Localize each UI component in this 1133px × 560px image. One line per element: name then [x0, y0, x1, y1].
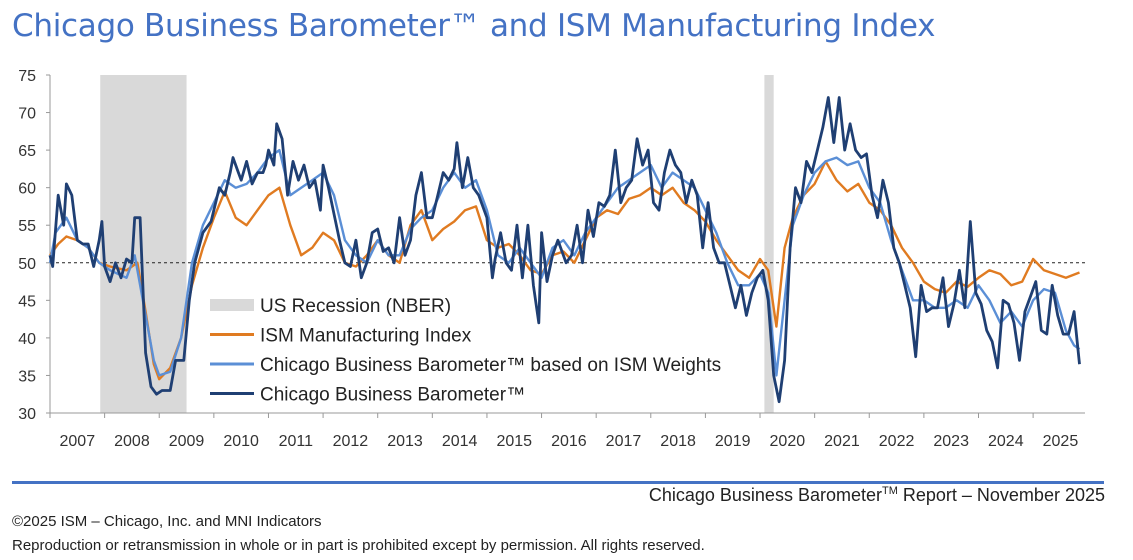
- series-line-cbb: [48, 96, 1081, 404]
- footer-rule: [12, 481, 1104, 484]
- x-tick-label: 2010: [223, 433, 259, 450]
- y-tick-label: 35: [18, 368, 36, 385]
- legend-label-cbb_ism: Chicago Business Barometer™ based on ISM…: [260, 355, 721, 376]
- report-label-prefix: Chicago Business Barometer: [648, 485, 882, 505]
- x-tick-label: 2023: [933, 433, 969, 450]
- x-tick-label: 2018: [660, 433, 696, 450]
- y-tick-label: 75: [18, 68, 36, 85]
- series-line-ism: [49, 160, 1080, 381]
- y-tick-label: 50: [18, 256, 36, 273]
- y-tick-label: 60: [18, 181, 36, 198]
- y-tick-label: 55: [18, 218, 36, 235]
- x-tick-label: 2021: [824, 433, 860, 450]
- x-tick-label: 2022: [879, 433, 915, 450]
- x-tick-label: 2014: [442, 433, 478, 450]
- recession-band-0: [100, 75, 187, 413]
- x-tick-label: 2016: [551, 433, 587, 450]
- rights-text: Reproduction or retransmission in whole …: [12, 537, 705, 554]
- x-tick-label: 2020: [770, 433, 806, 450]
- y-tick-label: 65: [18, 143, 36, 160]
- legend-label-ism: ISM Manufacturing Index: [260, 326, 472, 347]
- chart-title: Chicago Business Barometer™ and ISM Manu…: [12, 8, 936, 44]
- y-tick-label: 30: [18, 406, 36, 423]
- x-tick-label: 2024: [988, 433, 1024, 450]
- legend-swatch-recession: [210, 299, 254, 311]
- x-tick-label: 2017: [606, 433, 642, 450]
- x-tick-label: 2008: [114, 433, 150, 450]
- x-tick-label: 2019: [715, 433, 751, 450]
- recession-band-1: [764, 75, 774, 413]
- x-tick-label: 2007: [60, 433, 96, 450]
- y-tick-label: 40: [18, 331, 36, 348]
- chart: 30 35 40 45 50 55 60 65 70 75 2007 2008 2009 2010 2011…: [18, 68, 1085, 450]
- x-tick-label: 2012: [333, 433, 369, 450]
- y-tick-label: 70: [18, 106, 36, 123]
- x-tick-label: 2013: [387, 433, 423, 450]
- x-tick-label: 2025: [1043, 433, 1079, 450]
- report-label-tm: TM: [881, 485, 898, 497]
- copyright-text: ©2025 ISM – Chicago, Inc. and MNI Indica…: [12, 513, 322, 530]
- legend-label-cbb: Chicago Business Barometer™: [260, 385, 525, 406]
- report-label: Chicago Business BarometerTM Report – No…: [649, 485, 1105, 506]
- x-tick-label: 2009: [169, 433, 205, 450]
- x-tick-label: 2015: [496, 433, 532, 450]
- report-label-suffix: Report – November 2025: [897, 485, 1105, 505]
- x-tick-label: 2011: [279, 433, 314, 450]
- legend-label-recession: US Recession (NBER): [260, 296, 451, 317]
- y-tick-label: 45: [18, 293, 36, 310]
